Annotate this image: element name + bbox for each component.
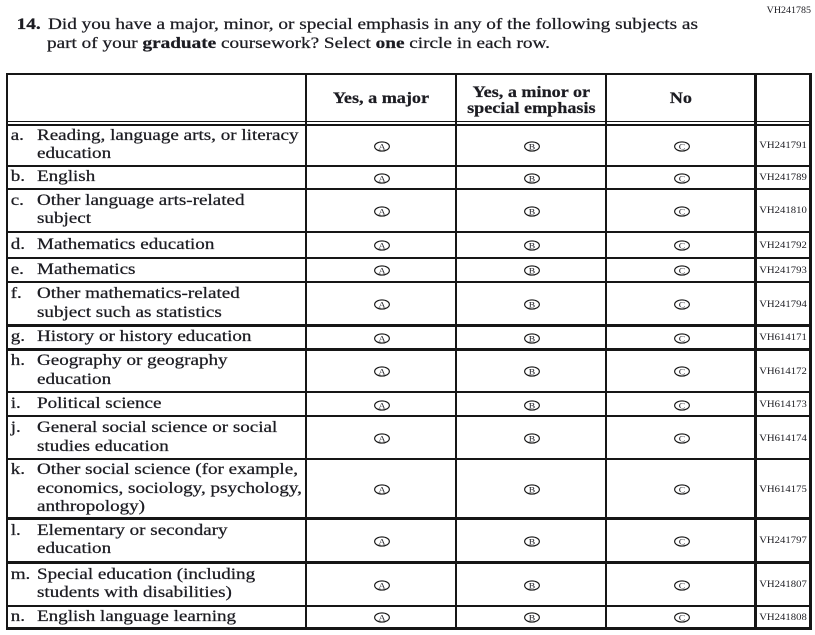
svg-text:A: A <box>378 142 386 151</box>
svg-text:C: C <box>678 142 684 151</box>
svg-text:A: A <box>378 334 386 343</box>
svg-text:B: B <box>529 537 535 546</box>
svg-text:C: C <box>678 401 684 410</box>
svg-text:C: C <box>678 241 684 250</box>
svg-text:A: A <box>378 174 386 183</box>
svg-text:B: B <box>529 401 535 410</box>
svg-text:C: C <box>678 613 684 622</box>
svg-text:A: A <box>378 537 386 546</box>
svg-text:B: B <box>529 613 535 622</box>
svg-text:B: B <box>529 367 535 376</box>
svg-text:B: B <box>529 300 535 309</box>
svg-text:C: C <box>678 266 684 275</box>
svg-text:A: A <box>378 613 386 622</box>
svg-text:A: A <box>378 300 386 309</box>
svg-text:A: A <box>378 581 386 590</box>
svg-text:C: C <box>678 207 684 216</box>
svg-text:B: B <box>529 207 535 216</box>
svg-text:A: A <box>378 207 386 216</box>
svg-text:A: A <box>378 485 386 494</box>
svg-text:C: C <box>678 485 684 494</box>
svg-text:A: A <box>378 266 386 275</box>
svg-text:B: B <box>529 581 535 590</box>
svg-text:B: B <box>529 485 535 494</box>
svg-text:B: B <box>529 434 535 443</box>
svg-text:B: B <box>529 174 535 183</box>
svg-text:B: B <box>529 142 535 151</box>
svg-text:B: B <box>529 266 535 275</box>
svg-text:C: C <box>678 300 684 309</box>
svg-text:C: C <box>678 581 684 590</box>
svg-text:C: C <box>678 334 684 343</box>
svg-text:A: A <box>378 434 386 443</box>
svg-text:B: B <box>529 334 535 343</box>
svg-text:C: C <box>678 434 684 443</box>
svg-text:A: A <box>378 241 386 250</box>
svg-text:C: C <box>678 174 684 183</box>
svg-text:B: B <box>529 241 535 250</box>
svg-text:A: A <box>378 367 386 376</box>
svg-text:C: C <box>678 367 684 376</box>
svg-text:C: C <box>678 537 684 546</box>
svg-text:A: A <box>378 401 386 410</box>
